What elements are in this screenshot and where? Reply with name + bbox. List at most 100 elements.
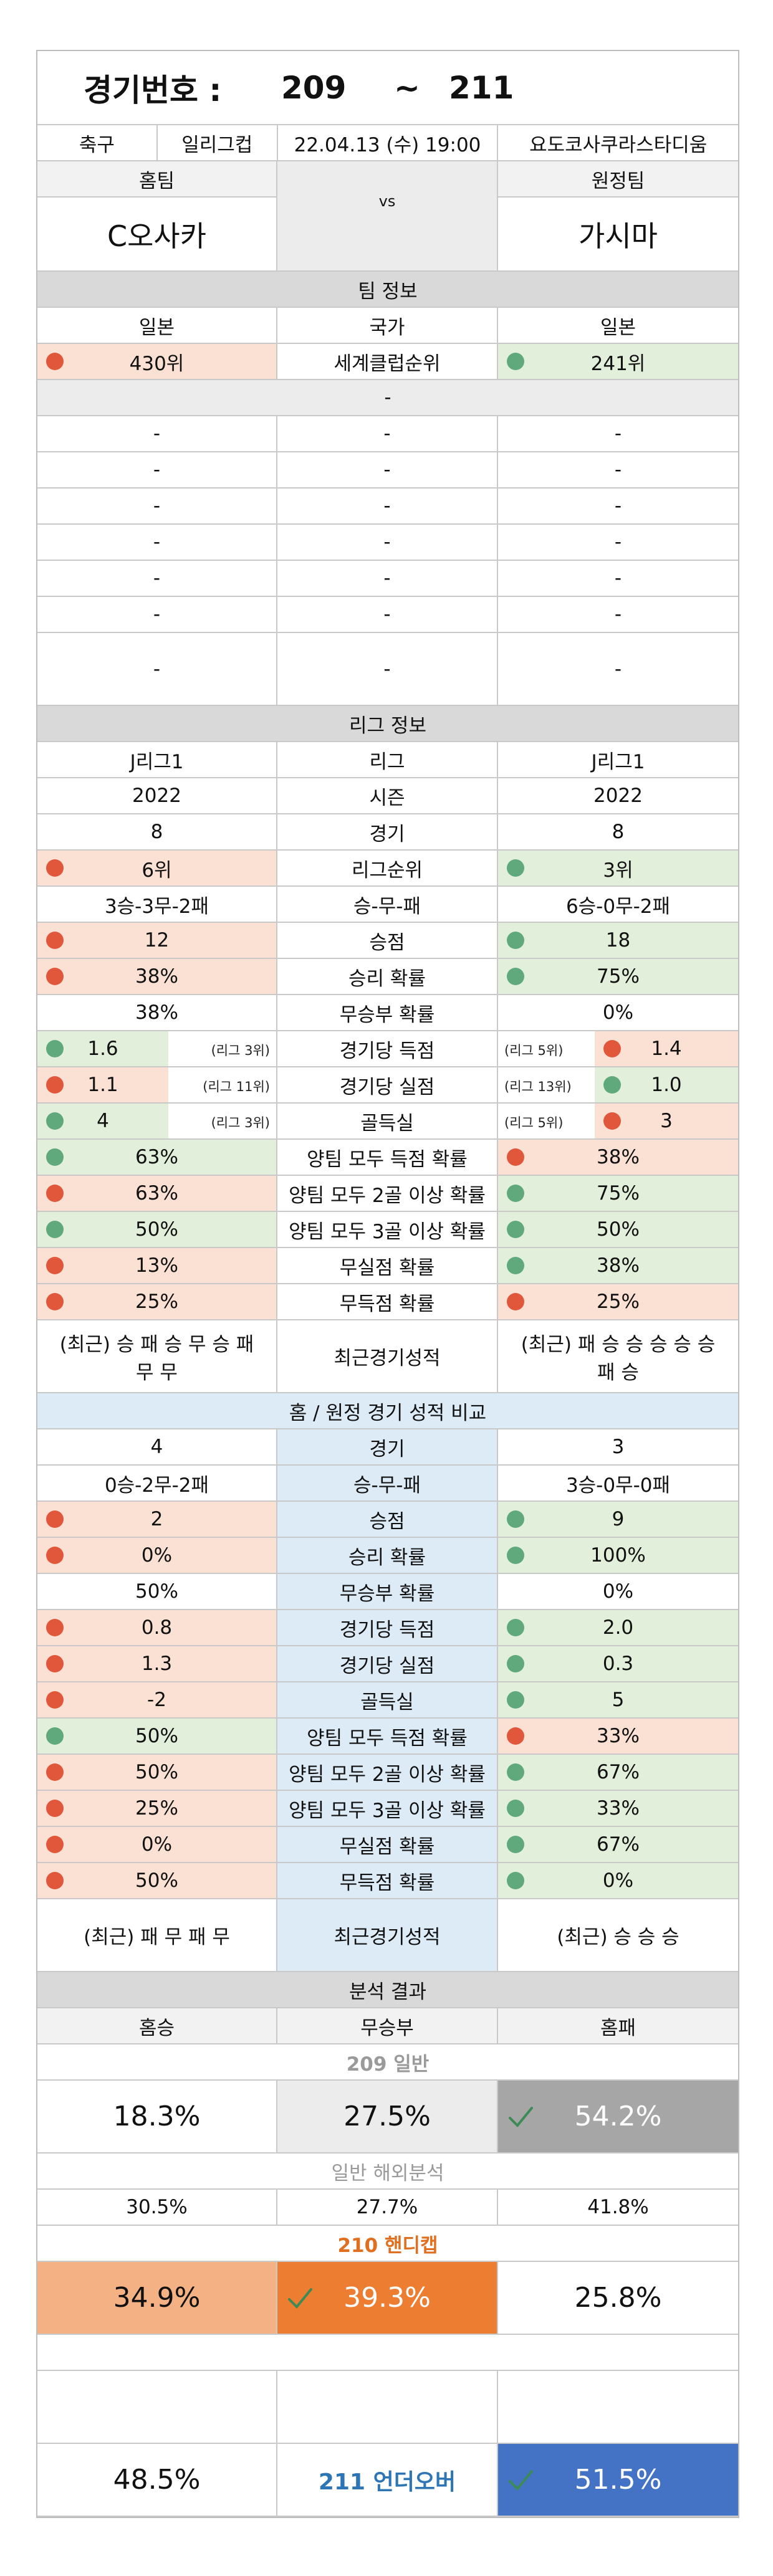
cell-text: 3승-3무-2패	[104, 895, 209, 918]
result-text: 54.2%	[574, 2101, 662, 2132]
note-part: (리그 13위)	[498, 1074, 578, 1096]
stat-label: 시즌	[277, 778, 498, 813]
away-team: 원정팀 가시마	[498, 161, 738, 270]
indicator-dot	[507, 1257, 524, 1274]
cell-text: 양팀 모두 3골 이상 확률	[289, 1220, 486, 1243]
league-rank-note: (리그 11위)	[203, 1079, 270, 1094]
home-value: 25%	[37, 1284, 277, 1319]
league-rank-note: (리그 5위)	[504, 1115, 564, 1130]
away-value: 75%	[498, 959, 738, 994]
indicator-dot	[507, 1800, 524, 1817]
column-header: 무승부	[277, 2008, 498, 2043]
indicator-dot	[507, 932, 524, 949]
team-name-text: C오사카	[107, 219, 207, 253]
cell-text: (최근) 패 승 승 승 승 승 패 승	[521, 1333, 716, 1384]
cell-text: 최근경기성적	[334, 1926, 441, 1949]
header-text: ~	[394, 69, 420, 106]
stat-label: 승-무-패	[277, 887, 498, 922]
home-value: 63%	[37, 1176, 277, 1211]
section-title: 분석 결과	[37, 1972, 738, 2007]
cell-text: 1.0	[651, 1074, 682, 1096]
check-icon	[509, 2106, 533, 2127]
cell-text: -	[153, 531, 161, 553]
cell-text: 241위	[590, 352, 646, 375]
stat-label: 최근경기성적	[277, 1899, 498, 1971]
stat-row: ---	[37, 561, 738, 597]
stat-row: 50% 무득점 확률 0%	[37, 1863, 738, 1899]
home-value: 430위	[37, 344, 277, 379]
stat-row: 1.3 경기당 실점 0.3	[37, 1646, 738, 1682]
cell-text: -	[383, 495, 391, 517]
home-value: 1.3	[37, 1646, 277, 1681]
league-rank-note: (리그 5위)	[504, 1043, 564, 1058]
stat-label: 승-무-패	[277, 1466, 498, 1500]
cell-text: -	[614, 657, 622, 680]
cell-text: 1.6	[87, 1038, 118, 1060]
team-name-text: 가시마	[579, 219, 658, 253]
cell-text: 33%	[597, 1797, 640, 1820]
indicator-dot	[46, 1148, 64, 1166]
away-value: 6승-0무-2패	[498, 887, 738, 922]
stat-row: (최근) 승 패 승 무 승 패 무 무 최근경기성적 (최근) 패 승 승 승 승…	[37, 1320, 738, 1393]
block-title-text: 209 일반	[346, 2053, 430, 2076]
home-value: 50%	[37, 1755, 277, 1790]
cell-text: 13%	[135, 1254, 178, 1277]
cell-text: -	[153, 495, 161, 517]
cell-text: 50%	[597, 1218, 640, 1241]
block-title: 일반 해외분석	[37, 2154, 738, 2188]
cell-text: -	[383, 459, 391, 481]
indicator-dot	[507, 1547, 524, 1564]
cell-text: 골득실	[360, 1691, 414, 1714]
cell-text: 0%	[602, 1869, 634, 1892]
home-value: -	[37, 525, 277, 560]
away-value: 18	[498, 923, 738, 958]
stat-row: 3승-3무-2패 승-무-패 6승-0무-2패	[37, 887, 738, 923]
match-datetime: 22.04.13 (수) 19:00	[278, 125, 499, 160]
away-value: J리그1	[498, 742, 738, 777]
cell-text: 경기당 실점	[339, 1654, 435, 1677]
away-value: -	[498, 525, 738, 560]
indicator-dot	[46, 1691, 64, 1709]
stat-row: 63% 양팀 모두 득점 확률 38%	[37, 1140, 738, 1176]
stat-label: 무득점 확률	[277, 1863, 498, 1898]
indicator-dot	[46, 1727, 64, 1745]
section-title-row: 분석 결과	[37, 1972, 738, 2008]
result-row: 18.3% 27.5% 54.2%	[37, 2081, 738, 2154]
stat-row: 0% 무실점 확률 67%	[37, 1827, 738, 1863]
cell-text: 0%	[602, 1580, 634, 1603]
cell-text: 38%	[135, 965, 178, 988]
indicator-dot	[46, 1800, 64, 1817]
empty-cell	[37, 2371, 277, 2443]
stat-row: 38% 무승부 확률 0%	[37, 995, 738, 1031]
result-value: 51.5%	[498, 2444, 738, 2516]
indicator-dot	[46, 1293, 64, 1310]
home-value: J리그1	[37, 742, 277, 777]
result-text: 39.3%	[343, 2282, 431, 2314]
away-value: 25%	[498, 1284, 738, 1319]
cell-text: -	[153, 567, 161, 589]
stat-label: 경기당 실점	[277, 1646, 498, 1681]
stat-row: 2 승점 9	[37, 1502, 738, 1538]
stat-row: 430위 세계클럽순위 241위	[37, 344, 738, 380]
stat-label: 리그	[277, 742, 498, 777]
result-value: 27.7%	[277, 2190, 498, 2225]
stat-label: 양팀 모두 득점 확률	[277, 1140, 498, 1175]
stat-label: 경기	[277, 1429, 498, 1464]
stat-row: 6위 리그순위 3위	[37, 851, 738, 887]
cell-text: (최근) 승 패 승 무 승 패 무 무	[59, 1333, 254, 1384]
away-value: 3승-0무-0패	[498, 1466, 738, 1500]
cell-text: 최근경기성적	[334, 1347, 441, 1370]
indicator-dot	[46, 1221, 64, 1238]
stat-label: 승점	[277, 1502, 498, 1537]
cell-text: 승리 확률	[348, 1546, 426, 1569]
away-value: -	[498, 452, 738, 487]
stat-label: -	[277, 489, 498, 523]
cell-text: 18	[605, 929, 631, 952]
cell-text: -	[383, 567, 391, 589]
indicator-dot	[507, 1510, 524, 1528]
value-part: 3	[595, 1104, 738, 1138]
stat-label: 승리 확률	[277, 959, 498, 994]
away-value: (리그 5위) 1.4	[498, 1031, 738, 1066]
block-title: 210 핸디캡	[37, 2226, 738, 2261]
value-part: 1.1	[37, 1067, 168, 1102]
